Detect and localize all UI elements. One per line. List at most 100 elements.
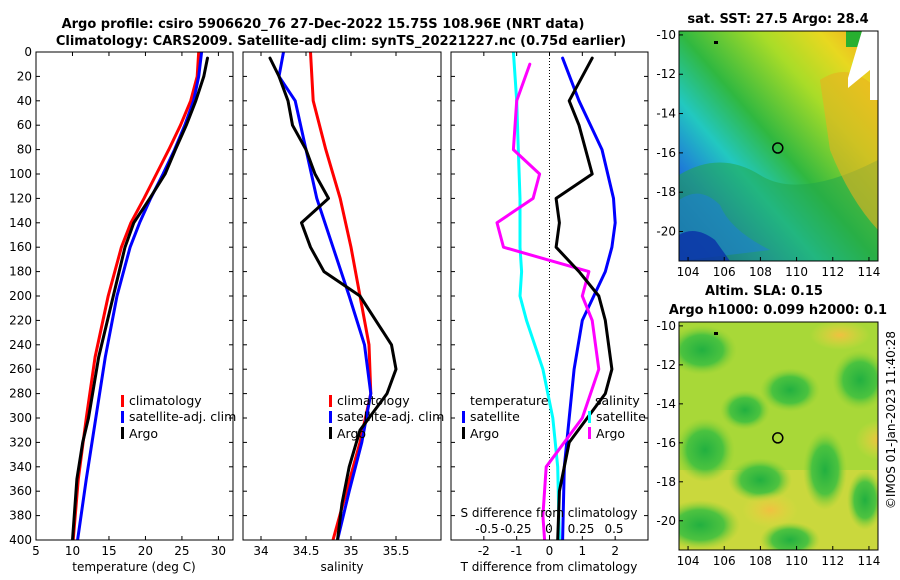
sla-field <box>679 322 878 550</box>
lon-tick-label: 112 <box>821 554 844 568</box>
s-diff-tick-label: 0.25 <box>568 522 595 536</box>
salinity-series <box>268 52 398 540</box>
legend-swatch-s-satellite <box>588 411 591 423</box>
lat-tick-label: -12 <box>656 358 676 372</box>
depth-tick-label: 20 <box>17 69 32 83</box>
x-tick-label: 15 <box>101 544 116 558</box>
legend-label-satellite: satellite-adj. clim <box>129 409 236 424</box>
legend-swatch-argo <box>121 427 124 439</box>
s-diff-tick-label: 0 <box>545 522 553 536</box>
legend-swatch-satellite <box>121 411 124 423</box>
difference-series <box>495 52 617 540</box>
series-climatology <box>71 52 201 540</box>
series-argo <box>268 56 398 540</box>
salinity-legend: climatology satellite-adj. clim Argo <box>329 393 444 441</box>
salinity-frame <box>242 51 442 541</box>
t-difference-xlabel: T difference from climatology <box>460 560 638 574</box>
legend-swatch-climatology <box>121 395 124 407</box>
sla-map-title: Altim. SLA: 0.15 <box>705 284 823 299</box>
depth-tick-label: 180 <box>9 265 32 279</box>
difference-frame <box>450 51 649 541</box>
legend-label-t-satellite: satellite <box>470 409 520 424</box>
sst-map-panel: sat. SST: 27.5 Argo: 28.4 104 106 108 110 11… <box>656 12 880 279</box>
salinity-xlabel: salinity <box>320 560 363 574</box>
series-satellite-adj-clim <box>277 52 373 540</box>
sla-map-panel: Altim. SLA: 0.15 Argo h1000: 0.099 h2000… <box>656 284 887 568</box>
lat-tick-label: -20 <box>656 514 676 528</box>
sla-map-axes: 104 106 108 110 112 114 -10 -12 -14 -16 -18 -20 <box>656 319 880 568</box>
x-tick-label: -2 <box>478 544 490 558</box>
legend-label-s-argo: Argo <box>596 426 625 441</box>
lon-tick-label: 106 <box>713 265 736 279</box>
series-salinity-satellite <box>561 56 617 540</box>
depth-tick-label: 200 <box>9 289 32 303</box>
sla-map-frame <box>678 321 879 551</box>
title-line-1: Argo profile: csiro 5906620_76 27-Dec-20… <box>62 17 585 32</box>
x-tick-label: -1 <box>511 544 523 558</box>
lon-tick-label: 104 <box>677 554 700 568</box>
legend-label-satellite: satellite-adj. clim <box>337 409 444 424</box>
lat-tick-label: -10 <box>656 28 676 42</box>
copyright: ©IMOS 01-Jan-2023 11:40:28 <box>884 331 898 509</box>
lat-tick-label: -16 <box>656 436 676 450</box>
sla-map-subtitle: Argo h1000: 0.099 h2000: 0.1 <box>669 303 887 318</box>
legend-label-argo: Argo <box>129 426 158 441</box>
sla-argo-marker <box>772 432 784 444</box>
legend-swatch-satellite <box>329 411 332 423</box>
lat-tick-label: -14 <box>656 107 676 121</box>
sst-field <box>679 31 878 261</box>
depth-tick-label: 260 <box>9 362 32 376</box>
difference-panel: -2 -1 0 1 2 T difference from climatology te… <box>450 51 649 574</box>
legend-label-argo: Argo <box>337 426 366 441</box>
depth-tick-label: 400 <box>9 533 32 547</box>
depth-tick-label: 380 <box>9 509 32 523</box>
s-difference-ticks: -0.5 -0.25 0 0.25 0.5 <box>475 522 623 536</box>
x-tick-label: 30 <box>211 544 226 558</box>
legend-header-salinity: salinity <box>595 393 640 408</box>
depth-tick-label: 240 <box>9 338 32 352</box>
lon-tick-label: 110 <box>785 554 808 568</box>
x-tick-label: 0 <box>546 544 554 558</box>
depth-tick-label: 300 <box>9 411 32 425</box>
x-tick-label: 35.5 <box>383 544 410 558</box>
difference-axes: -2 -1 0 1 2 <box>451 51 648 558</box>
lat-tick-label: -18 <box>656 185 676 199</box>
legend-label-climatology: climatology <box>129 393 202 408</box>
legend-header-temperature: temperature <box>470 393 549 408</box>
depth-tick-label: 100 <box>9 167 32 181</box>
temperature-axes: 0 20 40 60 80 100 120 140 160 180 200 220 240 260 280 3… <box>9 45 233 558</box>
depth-tick-label: 160 <box>9 240 32 254</box>
lon-tick-label: 112 <box>821 265 844 279</box>
s-diff-tick-label: -0.25 <box>500 522 531 536</box>
depth-tick-label: 320 <box>9 435 32 449</box>
legend-swatch-climatology <box>329 395 332 407</box>
x-tick-label: 25 <box>174 544 189 558</box>
series-temperature-satellite <box>511 52 561 540</box>
legend-label-s-satellite: satellite <box>596 409 646 424</box>
lat-tick-label: -20 <box>656 225 676 239</box>
depth-tick-label: 140 <box>9 216 32 230</box>
depth-tick-label: 360 <box>9 484 32 498</box>
legend-swatch-t-argo <box>462 427 465 439</box>
depth-tick-label: 40 <box>17 94 32 108</box>
lat-tick-label: -14 <box>656 397 676 411</box>
depth-tick-label: 220 <box>9 313 32 327</box>
s-difference-xlabel: S difference from climatology <box>461 506 638 520</box>
difference-legend: temperature salinity satellite Argo sate… <box>462 393 646 441</box>
temperature-frame <box>35 51 234 541</box>
lon-tick-label: 108 <box>749 265 772 279</box>
x-tick-label: 35 <box>343 544 358 558</box>
temperature-xlabel: temperature (deg C) <box>72 560 195 574</box>
sst-map-title: sat. SST: 27.5 Argo: 28.4 <box>687 12 868 27</box>
temperature-legend: climatology satellite-adj. clim Argo <box>121 393 236 441</box>
series-satellite-adj-clim <box>76 52 204 540</box>
x-tick-label: 34 <box>253 544 268 558</box>
lon-tick-label: 114 <box>858 554 881 568</box>
lon-tick-label: 106 <box>713 554 736 568</box>
lon-tick-label: 104 <box>677 265 700 279</box>
salinity-axes: 34 34.5 35 35.5 <box>243 51 441 558</box>
x-tick-label: 34.5 <box>293 544 320 558</box>
salinity-panel: 34 34.5 35 35.5 salinity climatology satell… <box>242 51 444 574</box>
sst-argo-marker <box>772 142 784 154</box>
